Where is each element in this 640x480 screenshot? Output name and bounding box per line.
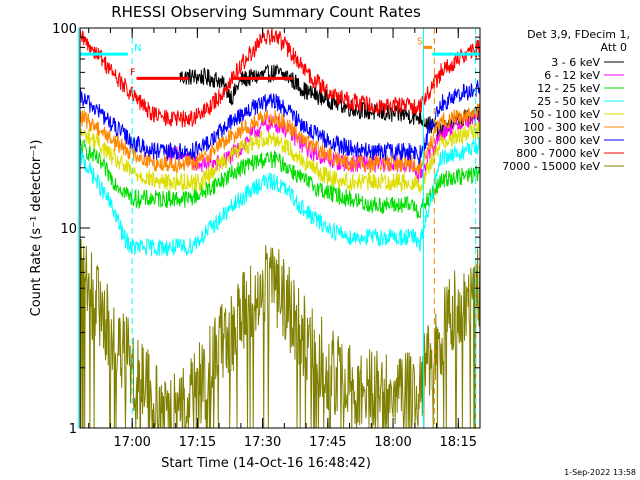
flag-label: N: [134, 43, 141, 54]
series-line: [79, 121, 481, 194]
legend-entry-label: 100 - 300 keV: [523, 121, 600, 134]
legend-entry-label: 300 - 800 keV: [523, 134, 600, 147]
y-tick-label: 100: [52, 22, 77, 37]
legend-entry-label: 6 - 12 keV: [544, 69, 600, 82]
chart-title: RHESSI Observing Summary Count Rates: [111, 3, 421, 21]
flag-label: S: [417, 36, 423, 47]
flag-markers: N F S: [77, 28, 480, 428]
footer-timestamp: 1-Sep-2022 13:58: [564, 468, 636, 477]
legend-entry-label: 800 - 7000 keV: [516, 147, 600, 160]
legend-entry-label: 3 - 6 keV: [551, 56, 600, 69]
x-tick-label: 17:45: [309, 435, 346, 450]
legend-entry-label: 12 - 25 keV: [537, 82, 600, 95]
series-line: [79, 80, 481, 165]
x-tick-label: 17:15: [179, 435, 216, 450]
series-line: [79, 238, 481, 429]
x-axis-label: Start Time (14-Oct-16 16:48:42): [161, 456, 371, 471]
legend-header-line-1: Det 3,9, FDecim 1,: [527, 28, 630, 41]
x-tick-label: 18:15: [440, 435, 477, 450]
x-tick-label: 17:00: [113, 435, 150, 450]
series-group: [79, 28, 481, 429]
legend-entry-label: 7000 - 15000 keV: [502, 160, 600, 173]
y-tick-label: 10: [60, 222, 77, 237]
series-line: [79, 103, 481, 175]
y-tick-label: 1: [69, 422, 77, 437]
series-line: [79, 139, 481, 219]
x-tick-label: 17:30: [244, 435, 281, 450]
y-axis-label: Count Rate (s⁻¹ detector⁻¹): [29, 140, 44, 317]
legend-header-line-2: Att 0: [601, 41, 627, 54]
flag-label: F: [130, 67, 136, 78]
series-line: [179, 63, 480, 140]
legend-entry-label: 25 - 50 keV: [537, 95, 600, 108]
legend-entry-label: 50 - 100 keV: [530, 108, 600, 121]
x-tick-label: 18:00: [374, 435, 411, 450]
axes: 1 10 100 17:00 17:15 17:30 17:45 18:00 18:15: [52, 22, 481, 450]
series-line: [79, 28, 481, 128]
series-line: [79, 137, 481, 257]
